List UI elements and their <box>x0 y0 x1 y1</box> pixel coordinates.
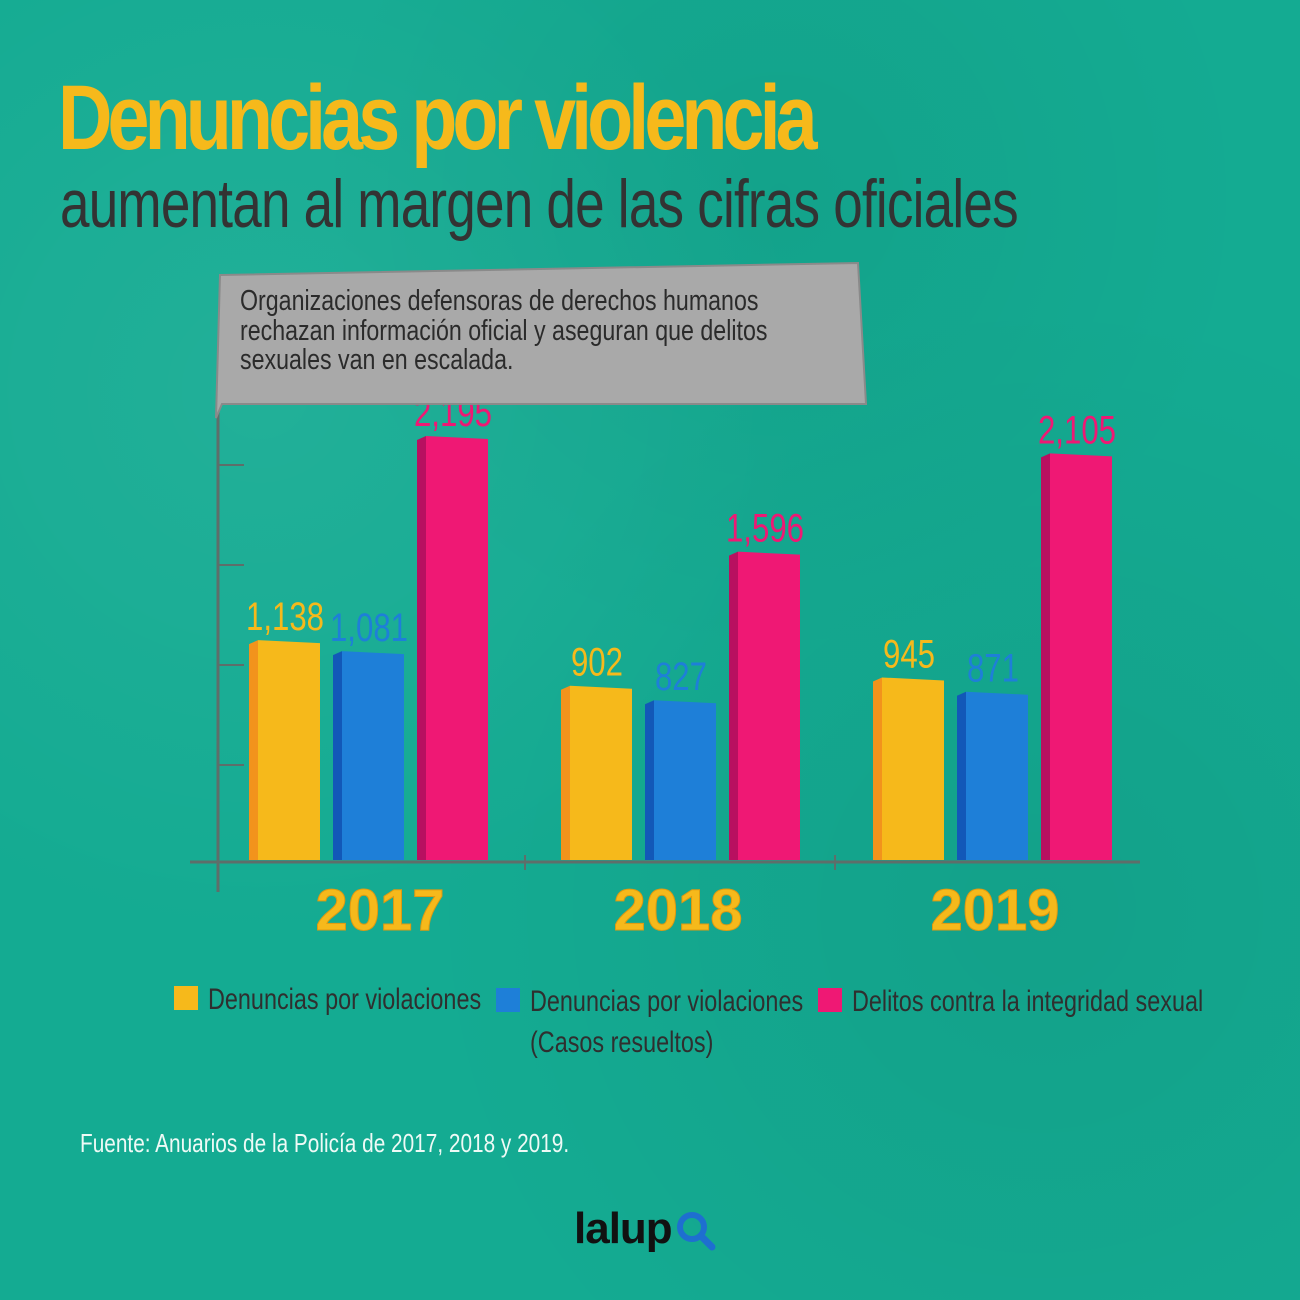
bar-2017-casos-resueltos <box>342 651 404 860</box>
page-subtitle: aumentan al margen de las cifras oficial… <box>60 166 1019 242</box>
magnifier-icon <box>676 1212 716 1251</box>
legend-label-casos-resueltos: Denuncias por violaciones (Casos resuelt… <box>530 985 804 1059</box>
legend-swatch-blue <box>496 988 520 1012</box>
legend-swatch-pink <box>818 988 842 1012</box>
value-label-2018-casos-resueltos: 827 <box>655 655 707 700</box>
logo-text: lalup <box>574 1204 673 1253</box>
legend-label-violaciones: Denuncias por violaciones <box>208 983 482 1016</box>
bar-side-2017-integridad-sexual <box>417 435 426 860</box>
x-tick-label-2017: 2017 <box>315 878 444 943</box>
callout-line-3: sexuales van en escalada. <box>240 344 514 377</box>
callout-line-1: Organizaciones defensoras de derechos hu… <box>240 285 759 317</box>
bar-2019-casos-resueltos <box>966 691 1028 860</box>
bar-2017-integridad-sexual <box>426 435 488 860</box>
bar-side-2019-casos-resueltos <box>957 691 966 860</box>
legend-item-violaciones: Denuncias por violaciones <box>174 980 558 1021</box>
value-label-2018-violaciones: 902 <box>571 640 623 685</box>
callout-line-2: rechazan información oficial y aseguran … <box>240 314 768 347</box>
bar-2019-violaciones <box>882 677 944 860</box>
bar-2017-violaciones <box>258 640 320 860</box>
value-label-2019-casos-resueltos: 871 <box>967 646 1019 691</box>
value-label-2018-integridad-sexual: 1,596 <box>726 506 804 551</box>
value-label-2019-violaciones: 945 <box>883 632 935 677</box>
page-title: Denuncias por violencia <box>58 67 818 169</box>
chart-x-tick-labels: 2017 2018 2019 <box>315 878 1060 944</box>
legend-item-casos-resueltos: Denuncias por violaciones (Casos resuelt… <box>496 982 880 1063</box>
bar-2018-casos-resueltos <box>654 700 716 860</box>
lalupa-logo: lalup <box>574 1204 718 1254</box>
bar-2019-integridad-sexual <box>1050 453 1112 860</box>
value-label-2017-casos-resueltos: 1,081 <box>330 605 408 650</box>
bar-side-2018-integridad-sexual <box>729 551 738 860</box>
legend-swatch-yellow <box>174 986 198 1010</box>
legend-item-integridad-sexual: Delitos contra la integridad sexual <box>818 982 1300 1023</box>
callout-text: Organizaciones defensoras de derechos hu… <box>240 285 848 377</box>
bar-side-2019-integridad-sexual <box>1041 453 1050 860</box>
legend-label-integridad-sexual: Delitos contra la integridad sexual <box>852 985 1204 1018</box>
x-tick-label-2019: 2019 <box>930 878 1059 943</box>
bar-side-2019-violaciones <box>873 677 882 860</box>
chart-bars <box>249 435 1112 860</box>
value-label-2019-integridad-sexual: 2,105 <box>1038 408 1116 453</box>
chart-axes <box>190 400 1140 892</box>
bar-side-2018-violaciones <box>561 685 570 860</box>
source-note: Fuente: Anuarios de la Policía de 2017, … <box>80 1128 570 1158</box>
value-label-2017-violaciones: 1,138 <box>246 594 324 639</box>
callout-box <box>215 261 868 419</box>
bar-side-2017-casos-resueltos <box>333 651 342 860</box>
bar-2018-violaciones <box>570 685 632 860</box>
x-tick-label-2018: 2018 <box>613 878 742 943</box>
bar-side-2018-casos-resueltos <box>645 700 654 860</box>
bar-side-2017-violaciones <box>249 640 258 860</box>
bar-2018-integridad-sexual <box>738 551 800 860</box>
